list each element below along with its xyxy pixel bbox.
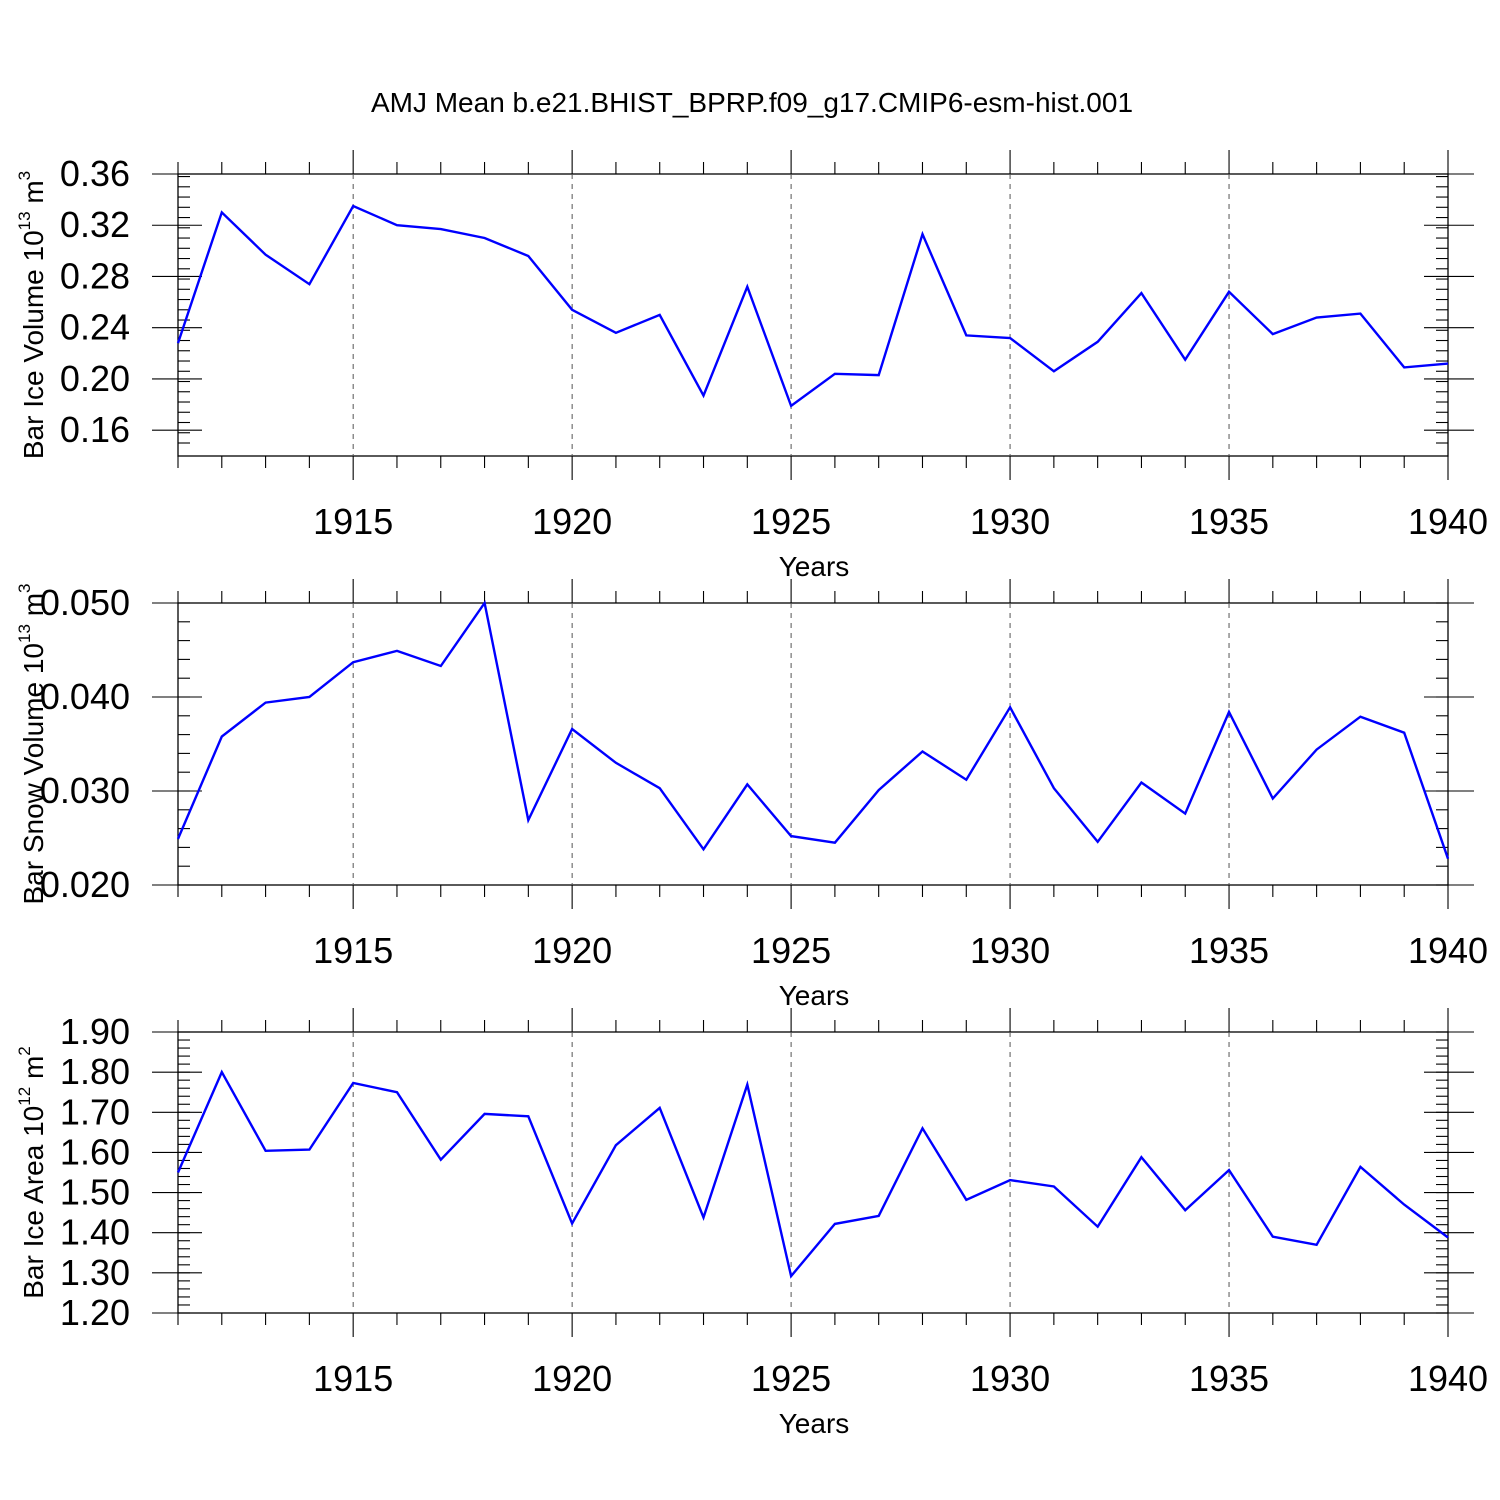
ice-area-series-line (176, 1069, 1449, 1279)
ice-area-x-tick-label: 1915 (313, 1358, 393, 1399)
ice-volume-y-axis-label: Bar Ice Volume 1013 m3 (15, 171, 49, 459)
ice-area-y-tick-label: 1.30 (60, 1252, 130, 1293)
ice-area-y-tick-label: 1.60 (60, 1131, 130, 1172)
ice-area-y-tick-label: 1.20 (60, 1292, 130, 1333)
ice-volume-x-tick-label: 1915 (313, 501, 393, 542)
snow-volume-x-tick-label: 1930 (970, 930, 1050, 971)
ice-volume-x-tick-label: 1925 (751, 501, 831, 542)
ice-area-y-axis-label: Bar Ice Area 1012 m2 (15, 1046, 49, 1299)
ice-area-x-tick-label: 1925 (751, 1358, 831, 1399)
ice-area-x-tick-label: 1930 (970, 1358, 1050, 1399)
ice-area-y-tick-label: 1.40 (60, 1212, 130, 1253)
ice-area-x-tick-label: 1940 (1408, 1358, 1488, 1399)
snow-volume-y-tick-label: 0.050 (40, 582, 130, 623)
ice-area-panel: 1915 1920 1925 1930 1935 1940 Years 1.201.301.4… (15, 1008, 1488, 1439)
ice-volume-x-axis-label: Years (779, 551, 850, 582)
panels: 1915 1920 1925 1930 1935 1940 Years 0.16 0.20 0.2… (15, 150, 1488, 1439)
ice-volume-x-tick-label: 1930 (970, 501, 1050, 542)
snow-volume-x-axis-label: Years (779, 980, 850, 1011)
ice-area-y-tick-label: 1.50 (60, 1172, 130, 1213)
ice-area-frame (177, 1031, 1449, 1314)
ice-area-y-tick-label: 1.90 (60, 1011, 130, 1052)
snow-volume-frame (177, 602, 1449, 886)
ice-volume-y-tick-label: 0.32 (60, 204, 130, 245)
ice-volume-panel: 1915 1920 1925 1930 1935 1940 Years 0.16 0.20 0.2… (15, 150, 1488, 582)
snow-volume-x-tick-label: 1925 (751, 930, 831, 971)
snow-volume-panel: 1915 1920 1925 1930 1935 1940 Years 0.020 0.030 0… (15, 579, 1488, 1011)
ice-area-x-tick-label: 1920 (532, 1358, 612, 1399)
snow-volume-x-tick-label: 1940 (1408, 930, 1488, 971)
ice-volume-y-tick-label: 0.28 (60, 255, 130, 296)
ice-volume-frame (177, 173, 1449, 457)
snow-volume-y-tick-label: 0.040 (40, 676, 130, 717)
snow-volume-series-line (176, 600, 1450, 860)
ice-volume-x-tick-label: 1935 (1189, 501, 1269, 542)
ice-volume-y-tick-label: 0.24 (60, 307, 130, 348)
snow-volume-y-tick-label: 0.030 (40, 770, 130, 811)
ice-volume-y-tick-label: 0.20 (60, 358, 130, 399)
ice-volume-x-tick-label: 1940 (1408, 501, 1488, 542)
snow-volume-y-tick-label: 0.020 (40, 864, 130, 905)
snow-volume-x-tick-label: 1920 (532, 930, 612, 971)
snow-volume-x-tick-label: 1915 (313, 930, 393, 971)
ice-area-x-axis-label: Years (779, 1408, 850, 1439)
ice-area-y-tick-label: 1.80 (60, 1051, 130, 1092)
ice-volume-y-tick-label: 0.36 (60, 153, 130, 194)
ice-area-y-tick-label: 1.70 (60, 1091, 130, 1132)
snow-volume-y-axis-label: Bar Snow Volume 1013 m3 (15, 584, 49, 905)
ice-area-x-tick-label: 1935 (1189, 1358, 1269, 1399)
ice-volume-x-tick-label: 1920 (532, 501, 612, 542)
ice-volume-y-tick-label: 0.16 (60, 409, 130, 450)
ice-volume-series-line (176, 204, 1449, 408)
figure-title: AMJ Mean b.e21.BHIST_BPRP.f09_g17.CMIP6-… (371, 87, 1133, 118)
snow-volume-x-tick-label: 1935 (1189, 930, 1269, 971)
